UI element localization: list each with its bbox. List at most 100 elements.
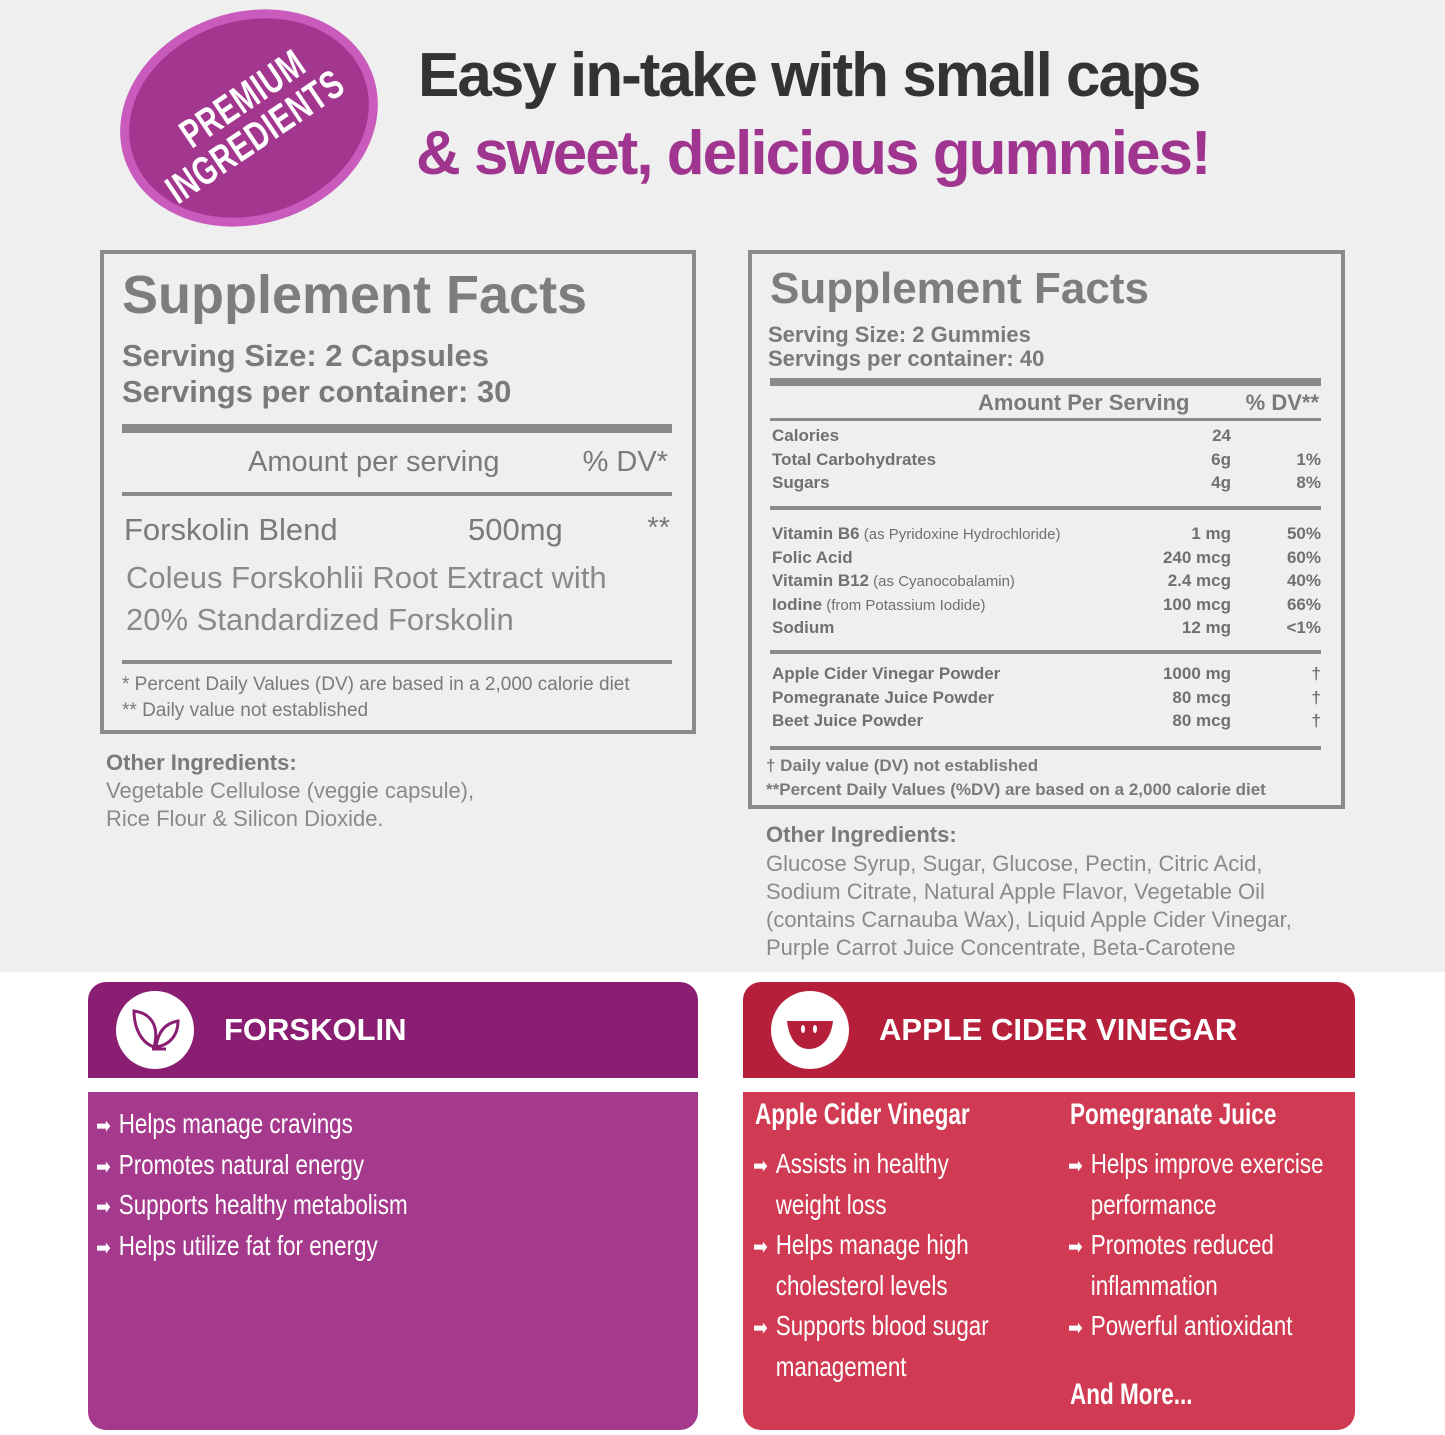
- facts-title: Supplement Facts: [770, 264, 1149, 313]
- arrow-right-icon: ➡: [96, 1194, 111, 1219]
- nutrient-row: Beet Juice Powder 80 mcg †: [772, 711, 1321, 731]
- nutrient-dv: †: [1311, 664, 1321, 683]
- benefit-text: Assists in healthy: [775, 1148, 949, 1179]
- nutrient-row: Vitamin B12 (as Cyanocobalamin) 2.4 mcg 40…: [772, 571, 1321, 591]
- acv-benefits: Apple Cider Vinegar Pomegranate Juice An…: [743, 1092, 1355, 1430]
- benefit-text: performance: [1090, 1188, 1217, 1220]
- arrow-right-icon: ➡: [96, 1234, 111, 1260]
- benefit-item: ➡ Helps manage high: [753, 1225, 969, 1267]
- col-dv: % DV*: [582, 446, 668, 478]
- other-ingredient-line: Glucose Syrup, Sugar, Glucose, Pectin, C…: [766, 851, 1263, 876]
- other-ingredient-line: Sodium Citrate, Natural Apple Flavor, Ve…: [766, 879, 1265, 904]
- nutrient-amount: 240 mcg: [1162, 547, 1231, 567]
- nutrient-amount: 80 mcg: [1172, 687, 1231, 707]
- nutrient-amount: 80 mcg: [1172, 711, 1231, 730]
- divider: [770, 746, 1321, 750]
- forskolin-header: FORSKOLIN: [88, 982, 698, 1078]
- other-ingredient-line: Purple Carrot Juice Concentrate, Beta-Ca…: [766, 935, 1236, 960]
- arrow-right-icon: ➡: [96, 1153, 111, 1179]
- nutrient-name: Vitamin B6 (as Pyridoxine Hydrochloride): [772, 524, 1131, 544]
- nutrient-name: Total Carbohydrates: [772, 450, 1131, 470]
- gummy-other-title: Other Ingredients:: [766, 822, 957, 847]
- benefit-item: ➡ Supports healthy metabolism: [96, 1185, 408, 1227]
- nutrient-amount: 2.4 mcg: [1167, 571, 1231, 590]
- nutrient-row: Apple Cider Vinegar Powder 1000 mg †: [772, 664, 1321, 684]
- nutrient-dv: †: [1311, 687, 1321, 707]
- acv-col2-title: Pomegranate Juice: [1070, 1098, 1277, 1131]
- arrow-right-icon: ➡: [753, 1234, 768, 1259]
- capsule-other-title: Other Ingredients:: [106, 750, 297, 775]
- gummy-other-list: Glucose Syrup, Sugar, Glucose, Pectin, C…: [766, 850, 1292, 962]
- nutrient-row: Calories 24: [772, 426, 1321, 446]
- nutrient-amount: 1000 mg: [1162, 664, 1231, 683]
- acv-more: And More...: [1070, 1378, 1193, 1411]
- item-desc1: Coleus Forskohlii Root Extract with: [126, 560, 607, 595]
- nutrient-amount: 4g: [1211, 473, 1231, 492]
- footnote1: † Daily value (DV) not established: [766, 756, 1039, 775]
- footnote1: * Percent Daily Values (DV) are based in…: [122, 674, 630, 695]
- item-name: Forskolin Blend: [124, 512, 338, 547]
- benefit-text: Helps manage high: [775, 1229, 969, 1260]
- nutrient-dv: 60%: [1286, 547, 1321, 567]
- other-ingredient-line: (contains Carnauba Wax), Liquid Apple Ci…: [766, 907, 1292, 932]
- arrow-right-icon: ➡: [1068, 1234, 1083, 1259]
- benefit-item: ➡ Helps utilize fat for energy: [96, 1226, 378, 1268]
- nutrient-amount: 24: [1212, 426, 1231, 445]
- nutrient-note: (from Potassium Iodide): [822, 596, 986, 614]
- nutrient-label: Apple Cider Vinegar Powder: [772, 664, 1001, 683]
- nutrient-name: Calories: [772, 426, 1131, 446]
- nutrient-dv: 1%: [1296, 449, 1321, 469]
- headline-line2: & sweet, delicious gummies!: [416, 119, 1212, 188]
- nutrient-dv: 50%: [1286, 524, 1321, 543]
- benefit-item: ➡ Assists in healthy: [753, 1144, 949, 1186]
- benefit-item: ➡cholesterol levels: [753, 1266, 948, 1308]
- nutrient-name: Apple Cider Vinegar Powder: [772, 664, 1131, 684]
- divider: [770, 378, 1321, 386]
- nutrient-label: Vitamin B6: [772, 524, 860, 543]
- nutrient-row: Sodium 12 mg <1%: [772, 618, 1321, 638]
- acv-card: APPLE CIDER VINEGAR Apple Cider Vinegar …: [743, 982, 1355, 1430]
- col-amount: Amount Per Serving: [978, 390, 1190, 415]
- servings-per-container: Servings per container: 30: [122, 374, 512, 409]
- nutrient-row: Folic Acid 240 mcg 60%: [772, 548, 1321, 568]
- nutrient-row: Pomegranate Juice Powder 80 mcg †: [772, 688, 1321, 708]
- forskolin-benefits: ➡ Helps manage cravings ➡ Promotes natural …: [88, 1092, 698, 1430]
- benefit-item: ➡ Promotes reduced: [1068, 1225, 1274, 1267]
- arrow-right-icon: ➡: [753, 1315, 768, 1340]
- serving-size: Serving Size: 2 Capsules: [122, 338, 489, 373]
- benefit-text: Promotes natural energy: [118, 1148, 365, 1180]
- nutrient-name: Sodium: [772, 618, 1131, 638]
- nutrient-dv: 66%: [1286, 594, 1321, 614]
- nutrient-amount: 100 mcg: [1162, 594, 1231, 614]
- acv-header: APPLE CIDER VINEGAR: [743, 982, 1355, 1078]
- nutrient-row: Sugars 4g 8%: [772, 473, 1321, 493]
- nutrient-label: Beet Juice Powder: [772, 711, 924, 730]
- benefit-item: ➡performance: [1068, 1185, 1217, 1227]
- nutrient-dv: †: [1311, 711, 1321, 730]
- forskolin-title: FORSKOLIN: [224, 1012, 407, 1047]
- nutrient-name: Vitamin B12 (as Cyanocobalamin): [772, 571, 1131, 591]
- benefit-item: ➡ Helps improve exercise: [1068, 1144, 1324, 1186]
- capsule-other-line1: Vegetable Cellulose (veggie capsule),: [106, 778, 475, 803]
- divider: [122, 424, 672, 433]
- nutrient-label: Iodine: [772, 594, 823, 614]
- benefit-item: ➡ Supports blood sugar: [753, 1306, 989, 1348]
- headline-line1: Easy in-take with small caps: [418, 41, 1201, 110]
- benefit-text: Supports blood sugar: [775, 1310, 989, 1341]
- divider: [770, 418, 1321, 421]
- divider: [770, 506, 1321, 510]
- benefit-text: Supports healthy metabolism: [118, 1189, 408, 1220]
- item-desc2: 20% Standardized Forskolin: [126, 602, 514, 637]
- benefit-text: inflammation: [1090, 1269, 1218, 1301]
- capsule-supplement-facts: Supplement Facts Serving Size: 2 Capsule…: [100, 250, 696, 734]
- benefit-item: ➡weight loss: [753, 1185, 887, 1227]
- acv-title: APPLE CIDER VINEGAR: [879, 1012, 1238, 1047]
- col-amount: Amount per serving: [248, 446, 500, 478]
- nutrient-label: Folic Acid: [772, 547, 853, 567]
- facts-title: Supplement Facts: [122, 265, 588, 325]
- acv-col1-title: Apple Cider Vinegar: [755, 1098, 970, 1131]
- nutrient-dv: 8%: [1296, 473, 1321, 492]
- serving-size: Serving Size: 2 Gummies: [768, 322, 1031, 347]
- nutrient-name: Pomegranate Juice Powder: [772, 688, 1131, 708]
- capsule-other-line2: Rice Flour & Silicon Dioxide.: [106, 806, 384, 831]
